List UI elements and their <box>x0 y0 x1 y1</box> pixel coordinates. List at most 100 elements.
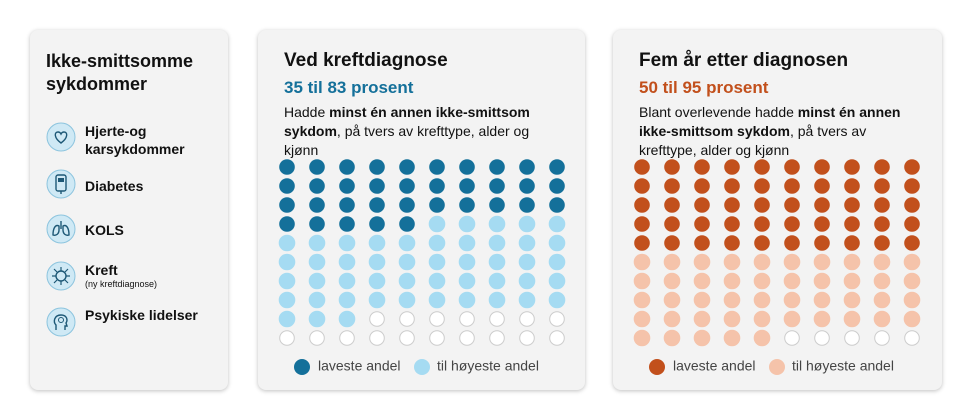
dot-empty <box>459 330 475 346</box>
dot-high <box>428 291 446 309</box>
dot-low <box>754 235 770 251</box>
dot-high <box>663 253 681 271</box>
dot-low <box>754 197 770 213</box>
dot-high <box>518 291 536 309</box>
dot-low <box>664 216 680 232</box>
dot-high <box>873 253 891 271</box>
panel: Ved kreftdiagnose 35 til 83 prosent Hadde … <box>258 30 585 390</box>
dot-empty <box>399 311 415 327</box>
dot-low <box>369 216 385 232</box>
dot-low <box>724 178 740 194</box>
dot-high <box>633 310 651 328</box>
dot-high <box>368 234 386 252</box>
dot-low <box>754 178 770 194</box>
dot-low <box>874 216 890 232</box>
dot-high <box>368 291 386 309</box>
dot-low <box>519 159 535 175</box>
description: Blant overlevende hadde minst én annen i… <box>639 103 914 160</box>
dot-low <box>459 159 475 175</box>
item-label: KOLS <box>85 222 124 238</box>
dot-high <box>428 253 446 271</box>
dot-high <box>633 291 651 309</box>
description-part: , på tvers av krefttype, alder og kjønn <box>639 123 867 158</box>
panel-title: Fem år etter diagnosen <box>639 50 849 71</box>
dot-high <box>753 291 771 309</box>
dot-high <box>903 253 921 271</box>
dot-high <box>458 215 476 233</box>
dot-high <box>368 253 386 271</box>
dot-low <box>784 178 800 194</box>
dot-high <box>308 272 326 290</box>
legend-swatch <box>414 359 430 375</box>
dot-low <box>904 178 920 194</box>
dot-high <box>548 253 566 271</box>
dot-empty <box>519 330 535 346</box>
dot-low <box>634 159 650 175</box>
dot-low <box>279 159 295 175</box>
dot-empty <box>369 311 385 327</box>
dot-low <box>784 235 800 251</box>
dot-low <box>874 197 890 213</box>
dot-low <box>904 235 920 251</box>
dot-high <box>398 253 416 271</box>
dot-low <box>369 159 385 175</box>
dot-high <box>338 291 356 309</box>
dot-high <box>843 272 861 290</box>
dot-low <box>724 159 740 175</box>
dot-high <box>548 272 566 290</box>
dot-low <box>784 197 800 213</box>
dot-low <box>309 216 325 232</box>
dot-high <box>723 253 741 271</box>
dot-low <box>309 178 325 194</box>
item-label: Kreft (ny kreftdiagnose) <box>85 261 205 290</box>
dot-high <box>843 291 861 309</box>
dot-low <box>309 159 325 175</box>
dot-low <box>844 235 860 251</box>
item-label: Diabetes <box>85 178 144 194</box>
dot-high <box>633 253 651 271</box>
dot-low <box>664 178 680 194</box>
dot-high <box>308 253 326 271</box>
dot-high <box>338 234 356 252</box>
item-note: (ny kreftdiagnose) <box>85 279 158 289</box>
dot-high <box>693 253 711 271</box>
dot-low <box>814 159 830 175</box>
range-label: 50 til 95 prosent <box>639 78 769 97</box>
dot-high <box>723 329 741 347</box>
dot-high <box>338 253 356 271</box>
item-label: Hjerte-og karsykdommer <box>85 123 185 157</box>
dot-low <box>549 178 565 194</box>
dot-low <box>874 235 890 251</box>
dot-high <box>693 329 711 347</box>
dot-high <box>843 310 861 328</box>
dot-high <box>813 253 831 271</box>
dot-low <box>399 178 415 194</box>
sidebar-title: Ikke-smittsomme sykdommer <box>46 51 194 94</box>
dot-empty <box>369 330 385 346</box>
dot-high <box>723 272 741 290</box>
dot-high <box>723 310 741 328</box>
dot-high <box>518 272 536 290</box>
dot-high <box>458 234 476 252</box>
dot-high <box>428 272 446 290</box>
dot-high <box>753 310 771 328</box>
dot-low <box>399 216 415 232</box>
dot-high <box>518 234 536 252</box>
dot-low <box>844 178 860 194</box>
description-part: minst én annen ikke-smittsom sykdom <box>284 104 530 139</box>
dot-high <box>488 291 506 309</box>
dot-low <box>339 178 355 194</box>
description-part: , på tvers av krefttype, alder og kjønn <box>284 123 530 158</box>
dot-low <box>489 197 505 213</box>
dot-high <box>458 291 476 309</box>
dot-low <box>429 197 445 213</box>
dot-high <box>458 253 476 271</box>
dot-grid: laveste andel til høyeste andel <box>633 159 921 375</box>
dot-high <box>873 310 891 328</box>
dot-high <box>338 272 356 290</box>
legend-label: til høyeste andel <box>792 358 894 374</box>
dot-empty <box>399 330 415 346</box>
dot-high <box>548 215 566 233</box>
dot-low <box>784 216 800 232</box>
dot-high <box>903 310 921 328</box>
